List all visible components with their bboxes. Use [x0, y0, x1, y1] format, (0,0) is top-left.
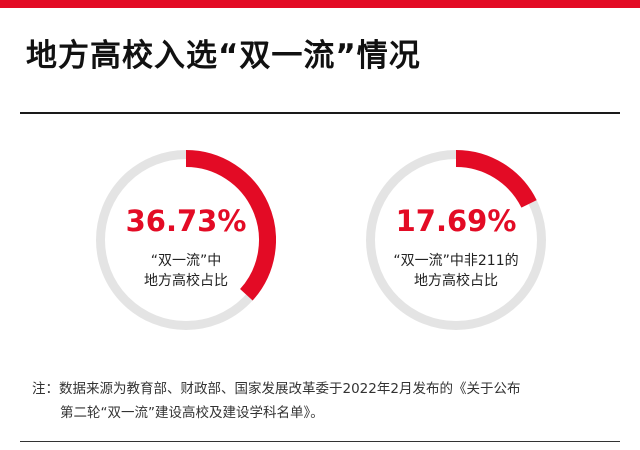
donut-chart-svg: [96, 150, 276, 330]
donut-value-label: 36.73%: [125, 204, 247, 238]
title-divider: [20, 112, 620, 114]
donut-chart-svg: [366, 150, 546, 330]
donut-track: [366, 150, 546, 330]
bottom-divider: [20, 441, 620, 442]
donut-value-arc: [185, 150, 276, 301]
page-title: 地方高校入选“双一流”情况: [26, 38, 421, 74]
top-accent-bar: [0, 0, 640, 8]
donut-caption-line-2: 地方高校占比: [414, 273, 498, 289]
donut-caption-line-1: “双一流”中: [150, 253, 222, 269]
donut-value-label: 17.69%: [395, 204, 517, 238]
donut-caption-line-1: “双一流”中非211的: [393, 253, 519, 269]
donut-value-arc: [455, 150, 537, 208]
footnote-line-2: 第二轮“双一流”建设高校及建设学科名单》。: [60, 405, 324, 421]
donut-chart-non211-share: 17.69% “双一流”中非211的 地方高校占比: [366, 150, 546, 330]
donut-caption-line-2: 地方高校占比: [144, 273, 228, 289]
donut-chart-local-share: 36.73% “双一流”中 地方高校占比: [96, 150, 276, 330]
footnote-line-1: 注：数据来源为教育部、财政部、国家发展改革委于2022年2月发布的《关于公布: [32, 381, 521, 397]
